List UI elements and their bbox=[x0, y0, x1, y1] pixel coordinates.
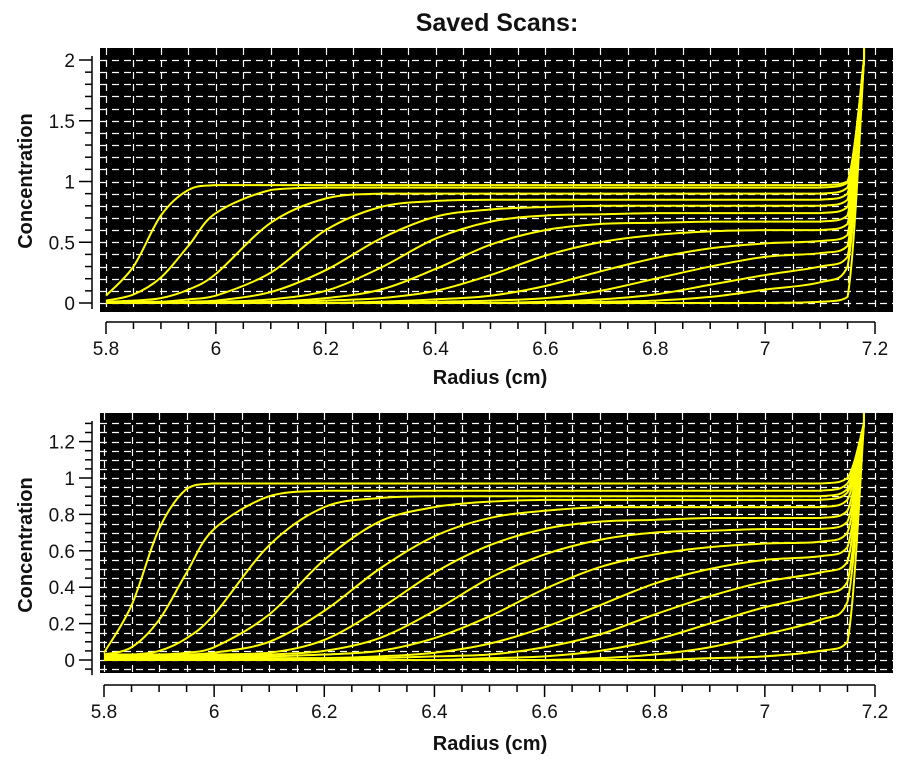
x-tick-label: 6.4 bbox=[421, 702, 448, 723]
y-tick-label: 0.5 bbox=[49, 233, 75, 254]
x-tick-label: 6.6 bbox=[531, 702, 557, 723]
x-tick-label: 6.2 bbox=[313, 339, 339, 360]
x-tick-label: 5.8 bbox=[93, 339, 119, 360]
bottom-chart: Radius (cm) Concentration 5.8 6 6.2 6.4 6.6 6… bbox=[15, 413, 893, 755]
series-line-baseline bbox=[106, 48, 866, 304]
series-line-scan-3 bbox=[104, 413, 865, 656]
y-tick-label: 0 bbox=[64, 294, 75, 315]
bottom-x-axis-label: Radius (cm) bbox=[433, 733, 547, 755]
x-tick-label: 6.8 bbox=[642, 702, 668, 723]
series-line-baseline bbox=[104, 413, 865, 661]
x-tick-label: 5.8 bbox=[91, 702, 117, 723]
series-group bbox=[103, 413, 865, 661]
series-line-scan-9 bbox=[103, 413, 865, 660]
y-tick-label: 0 bbox=[64, 651, 75, 672]
series-line-scan-2 bbox=[105, 48, 866, 302]
y-tick-label: 0.2 bbox=[49, 615, 75, 636]
x-tick-label: 6.8 bbox=[642, 339, 668, 360]
y-tick-label: 1 bbox=[64, 173, 75, 194]
series-line-scan-7 bbox=[104, 413, 865, 658]
y-tick-label: 0.4 bbox=[49, 578, 76, 599]
series-group bbox=[105, 48, 866, 304]
y-tick-label: 0.8 bbox=[49, 505, 75, 526]
y-tick-label: 2 bbox=[64, 51, 75, 72]
y-tick-label: 1.5 bbox=[49, 112, 75, 133]
x-tick-label: 6 bbox=[209, 702, 220, 723]
x-tick-label: 7.2 bbox=[862, 339, 888, 360]
axes bbox=[79, 56, 876, 334]
series-line-scan-5 bbox=[104, 413, 865, 656]
series-line-scan-5 bbox=[106, 48, 866, 304]
top-x-axis-label: Radius (cm) bbox=[433, 367, 547, 389]
bottom-y-axis-label: Concentration bbox=[15, 477, 37, 613]
top-chart: Radius (cm) Concentration 5.8 6 6.2 6.4 6.6 6… bbox=[15, 48, 893, 389]
x-tick-label: 6.2 bbox=[311, 702, 337, 723]
x-tick-label: 7 bbox=[760, 702, 771, 723]
series-line-scan-1 bbox=[103, 413, 865, 654]
y-tick-label: 1.2 bbox=[49, 433, 75, 454]
figure-title: Saved Scans: bbox=[416, 9, 579, 37]
axes bbox=[79, 421, 876, 697]
x-tick-label: 6.6 bbox=[532, 339, 558, 360]
x-tick-label: 7 bbox=[760, 339, 771, 360]
x-tick-label: 6.4 bbox=[422, 339, 449, 360]
x-tick-label: 6 bbox=[211, 339, 222, 360]
y-tick-label: 0.6 bbox=[49, 542, 75, 563]
series-line-scan-2 bbox=[103, 413, 865, 656]
series-line-scan-3 bbox=[105, 48, 866, 303]
x-tick-label: 7.2 bbox=[862, 702, 888, 723]
series-line-scan-1 bbox=[105, 48, 866, 297]
y-tick-label: 1 bbox=[64, 469, 75, 490]
series-line-scan-4 bbox=[104, 413, 865, 656]
series-line-scan-4 bbox=[105, 48, 866, 304]
top-y-axis-label: Concentration bbox=[15, 113, 37, 249]
